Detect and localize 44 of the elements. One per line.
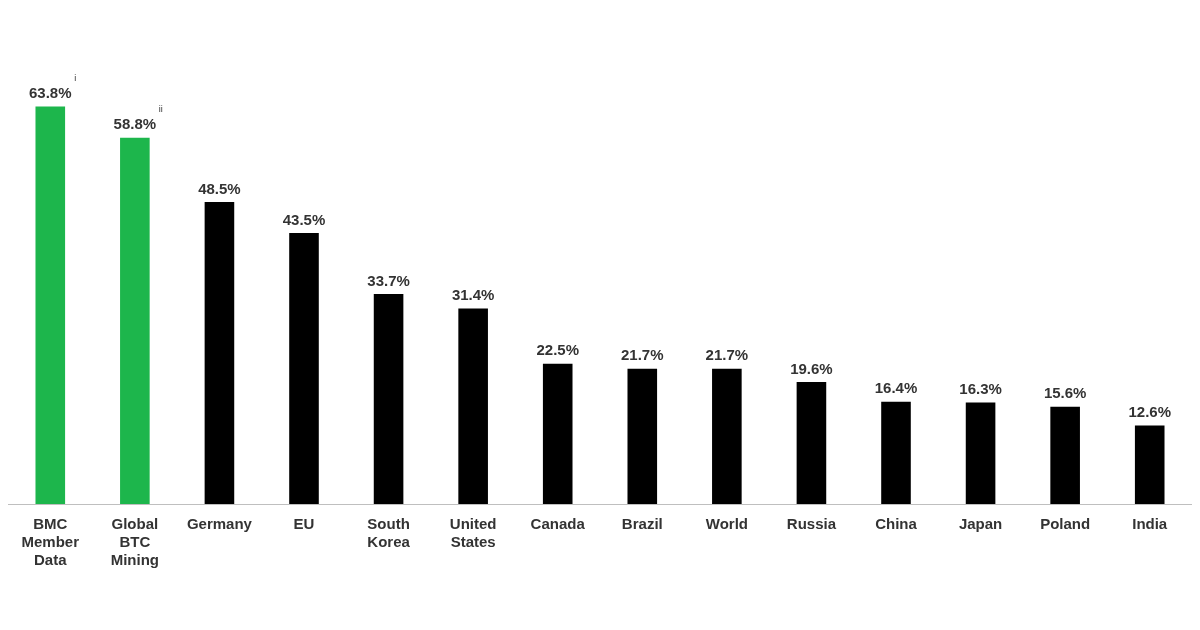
annotation: ii [158,103,163,114]
bar [881,401,911,504]
x-tick-label: Brazil [621,515,663,533]
bar [627,368,658,504]
data-label: 33.7% [367,271,410,289]
data-label: 43.5% [282,210,326,228]
x-tick-label: India [1132,515,1168,533]
bar [289,233,319,504]
data-label: 15.6% [1043,384,1087,402]
data-label: 58.8% [113,115,157,133]
data-label: 12.6% [1128,403,1171,421]
bar [35,106,66,504]
data-label: 48.5% [198,179,241,197]
data-label: 16.4% [874,379,918,397]
bar [458,308,488,504]
bar [1134,425,1165,504]
x-tick-label: Germany [186,515,253,533]
data-label: 21.7% [705,346,749,364]
x-tick-label: China [875,515,918,533]
data-label: 22.5% [536,341,579,359]
x-tick-label: South Korea [367,515,411,551]
bar [965,402,996,504]
bar [204,201,235,504]
data-label: 21.7% [621,346,664,364]
bar [796,381,827,504]
bar [542,363,573,504]
text: i [74,72,77,83]
x-tick-label: BMC Member Data [21,515,80,569]
x-tick-label: United States [449,515,497,551]
bar [712,368,742,504]
bar [1050,406,1080,504]
data-label: 19.6% [790,359,833,377]
data-label: 31.4% [451,286,495,304]
x-tick-label: EU [293,515,315,533]
bar [373,294,404,504]
x-tick-label: Canada [530,515,586,533]
bar [120,137,150,504]
x-tick-label: Poland [1040,515,1091,533]
x-tick-label: World [705,515,748,533]
x-tick-label: Russia [786,515,837,533]
data-label: 63.8% [29,84,72,102]
x-tick-label: Global BTC Mining [110,515,160,569]
x-tick-label: Japan [958,515,1003,533]
data-label: 16.3% [959,380,1002,398]
